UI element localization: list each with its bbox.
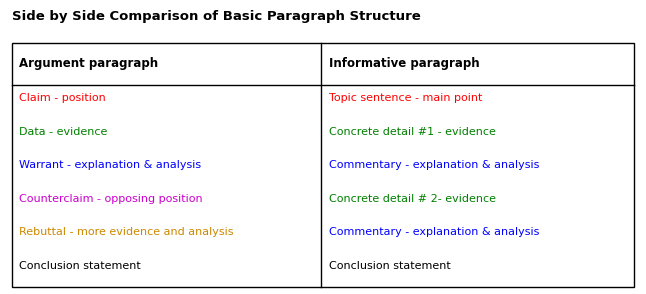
Text: Rebuttal - more evidence and analysis: Rebuttal - more evidence and analysis bbox=[19, 227, 234, 237]
Text: Concrete detail # 2- evidence: Concrete detail # 2- evidence bbox=[329, 194, 496, 204]
Text: Commentary - explanation & analysis: Commentary - explanation & analysis bbox=[329, 160, 539, 170]
Text: Claim - position: Claim - position bbox=[19, 93, 106, 103]
Text: Argument paragraph: Argument paragraph bbox=[19, 57, 158, 71]
Text: Side by Side Comparison of Basic Paragraph Structure: Side by Side Comparison of Basic Paragra… bbox=[12, 10, 421, 23]
Text: Informative paragraph: Informative paragraph bbox=[329, 57, 479, 71]
Text: Conclusion statement: Conclusion statement bbox=[329, 261, 450, 271]
Text: Data - evidence: Data - evidence bbox=[19, 127, 108, 137]
Text: Topic sentence - main point: Topic sentence - main point bbox=[329, 93, 482, 103]
Text: Concrete detail #1 - evidence: Concrete detail #1 - evidence bbox=[329, 127, 495, 137]
Text: Counterclaim - opposing position: Counterclaim - opposing position bbox=[19, 194, 203, 204]
Bar bbox=[12, 43, 634, 287]
Text: Warrant - explanation & analysis: Warrant - explanation & analysis bbox=[19, 160, 202, 170]
Text: Conclusion statement: Conclusion statement bbox=[19, 261, 141, 271]
Text: Commentary - explanation & analysis: Commentary - explanation & analysis bbox=[329, 227, 539, 237]
